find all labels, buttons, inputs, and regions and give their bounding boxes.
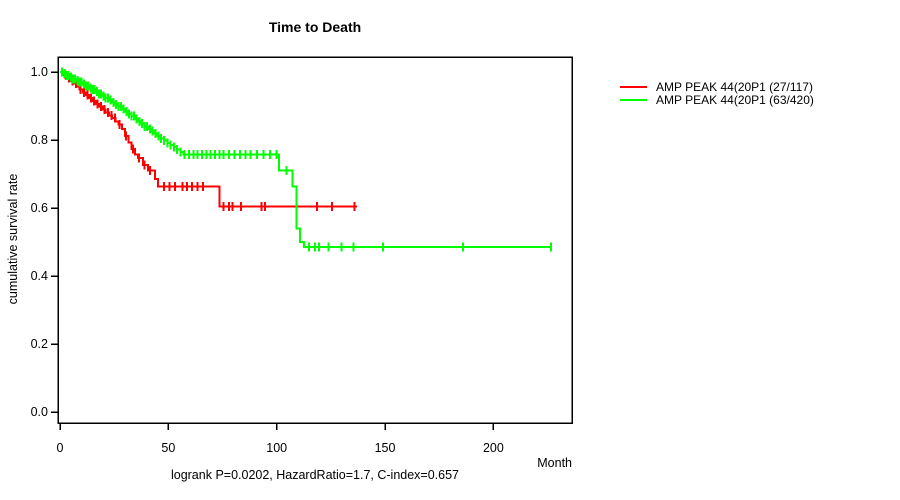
plot-frame <box>57 56 573 424</box>
y-tick-label: 0.8 <box>30 133 48 147</box>
footer-stats-annotation: logrank P=0.0202, HazardRatio=1.7, C-ind… <box>170 468 460 482</box>
legend-label-red: AMP PEAK 44(20P1 (27/117) <box>656 79 813 94</box>
x-tick-label: 200 <box>482 441 504 455</box>
legend-item-green: AMP PEAK 44(20P1 (63/420) <box>620 92 814 107</box>
legend: AMP PEAK 44(20P1 (27/117) AMP PEAK 44(20… <box>620 79 814 107</box>
survival-curve-red <box>60 71 357 208</box>
chart-title: Time to Death <box>268 19 362 35</box>
legend-green-line-swatch <box>620 98 647 101</box>
y-tick-label: 0.2 <box>30 337 48 351</box>
x-tick-label: 150 <box>374 441 396 455</box>
survival-curve-green <box>60 71 552 249</box>
y-tick-label: 1.0 <box>30 65 48 79</box>
legend-label-green: AMP PEAK 44(20P1 (63/420) <box>656 92 814 107</box>
y-tick-label: 0.4 <box>30 269 48 283</box>
y-tick-label: 0.6 <box>30 201 48 215</box>
x-tick-label: 100 <box>266 441 288 455</box>
x-tick-label: 50 <box>161 441 176 455</box>
y-tick-label: 0.0 <box>30 405 48 419</box>
legend-red-line-swatch <box>620 85 647 88</box>
x-tick-label: 0 <box>56 441 64 455</box>
legend-item-red: AMP PEAK 44(20P1 (27/117) <box>620 79 814 94</box>
x-axis-title: Month <box>537 456 572 470</box>
